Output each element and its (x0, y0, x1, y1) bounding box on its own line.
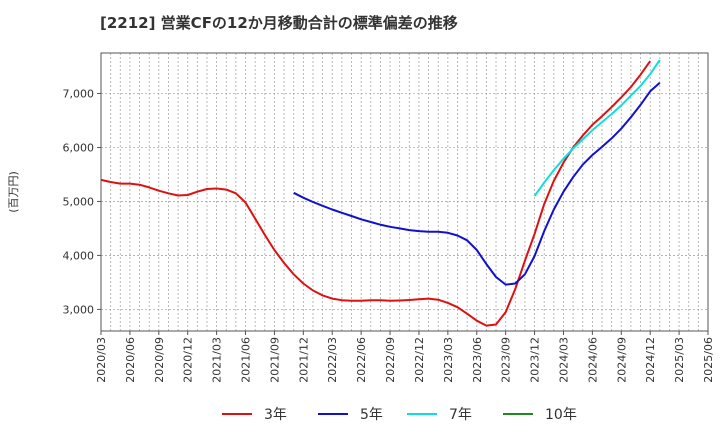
x-tick-label: 2022/12 (413, 337, 426, 383)
y-tick-label: 6,000 (63, 141, 95, 154)
x-tick-label: 2020/06 (124, 337, 137, 383)
series-line-5年 (293, 81, 661, 286)
x-tick-label: 2025/06 (702, 337, 715, 383)
x-tick-label: 2021/03 (211, 337, 224, 383)
x-tick-labels: 2020/03 2020/06 2020/09 2020/12 2021/03 2021/… (95, 331, 715, 383)
x-tick-label: 2024/03 (557, 337, 570, 383)
chart-title: [2212] 営業CFの12か月移動合計の標準偏差の推移 (100, 14, 458, 32)
x-tick-label: 2021/12 (297, 337, 310, 383)
x-tick-label: 2023/06 (471, 337, 484, 383)
y-tick-label: 7,000 (63, 87, 95, 100)
legend-label: 3年 (264, 407, 287, 423)
x-tick-label: 2024/12 (644, 337, 657, 383)
x-tick-label: 2023/03 (442, 337, 455, 383)
series-line-7年 (533, 59, 661, 197)
y-tick-labels: 3,000 4,000 5,000 6,000 7,000 (63, 87, 101, 316)
grid (101, 53, 708, 331)
y-axis-label: (百万円) (7, 171, 20, 213)
x-tick-label: 2022/09 (384, 337, 397, 383)
x-tick-label: 2022/03 (326, 337, 339, 383)
series-lines (100, 59, 661, 327)
y-tick-label: 5,000 (63, 195, 95, 208)
x-tick-label: 2020/03 (95, 337, 108, 383)
x-tick-label: 2025/03 (673, 337, 686, 383)
x-tick-label: 2023/12 (529, 337, 542, 383)
legend-label: 5年 (360, 407, 383, 423)
x-tick-label: 2020/09 (153, 337, 166, 383)
legend-label: 10年 (545, 407, 577, 423)
x-tick-label: 2021/06 (240, 337, 253, 383)
series-line-3年 (100, 60, 652, 327)
x-tick-label: 2024/09 (615, 337, 628, 383)
plot-frame (100, 52, 709, 332)
x-tick-label: 2023/09 (500, 337, 513, 383)
x-tick-label: 2022/06 (355, 337, 368, 383)
legend: 3年 5年 7年 10年 (222, 407, 577, 423)
y-tick-label: 4,000 (63, 249, 95, 262)
x-tick-label: 2020/12 (182, 337, 195, 383)
legend-label: 7年 (449, 407, 472, 423)
y-tick-label: 3,000 (63, 303, 95, 316)
x-tick-label: 2024/06 (586, 337, 599, 383)
x-tick-label: 2021/09 (268, 337, 281, 383)
